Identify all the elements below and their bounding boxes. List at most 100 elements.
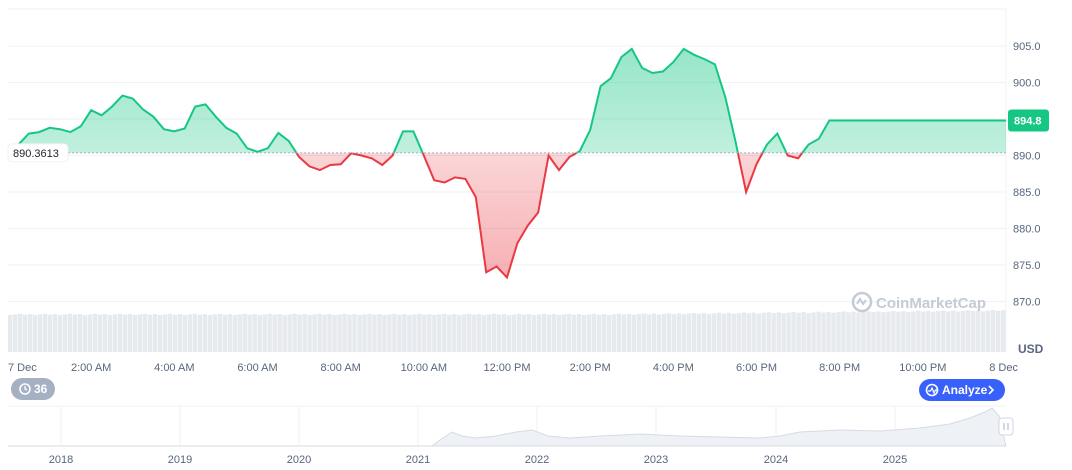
- analyze-button[interactable]: Analyze: [919, 379, 1005, 401]
- volume-bar: [736, 313, 741, 352]
- volume-bar: [536, 314, 542, 352]
- volume-bar: [17, 313, 23, 352]
- volume-bar: [417, 313, 422, 352]
- volume-bar: [312, 314, 317, 352]
- baseline-label: 890.3613: [7, 143, 69, 163]
- volume-bar: [981, 311, 986, 352]
- volume-bar: [392, 313, 397, 352]
- volume-bar: [307, 315, 312, 352]
- volume-bar: [931, 311, 936, 352]
- volume-bar: [936, 311, 941, 352]
- volume-bar: [671, 314, 677, 352]
- volume-bar: [297, 314, 302, 352]
- volume-bar: [711, 313, 716, 352]
- volume-bar: [132, 315, 138, 352]
- history-count: 36: [34, 382, 48, 396]
- volume-bar: [257, 315, 262, 352]
- volume-bar: [327, 314, 332, 352]
- volume-bar: [991, 309, 996, 352]
- analyze-button-background[interactable]: [919, 379, 1005, 401]
- volume-bar: [826, 311, 831, 352]
- navigator[interactable]: 2018 2019 2020 2021 2022 2023 2024 2025: [8, 405, 1014, 466]
- volume-bar: [646, 314, 652, 352]
- volume-bar: [322, 314, 327, 352]
- baseline-label-text: 890.3613: [13, 148, 59, 160]
- volume-bar: [187, 314, 193, 352]
- volume-bar: [192, 313, 198, 352]
- volume-bar: [122, 314, 128, 352]
- x-tick-label: 2:00 PM: [570, 362, 611, 374]
- volume-bar: [232, 315, 237, 352]
- navigator-year-label: 2023: [644, 454, 668, 466]
- volume-bar: [881, 312, 886, 352]
- volume-bar: [97, 314, 103, 352]
- volume-bar: [452, 314, 457, 352]
- volume-bar: [701, 313, 706, 352]
- volume-bar: [107, 315, 113, 352]
- x-tick-label: 6:00 AM: [237, 362, 277, 374]
- volume-bar: [761, 312, 766, 352]
- volume-bar: [332, 315, 337, 352]
- volume-bar: [626, 313, 632, 352]
- volume-bar: [362, 314, 367, 352]
- history-clock-hands: [24, 386, 28, 391]
- volume-bar: [706, 314, 711, 352]
- volume-bar: [387, 314, 392, 352]
- y-tick-label: 905.0: [1013, 41, 1041, 53]
- volume-bar: [696, 313, 702, 352]
- x-tick-label: 7 Dec: [8, 362, 37, 374]
- volume-bar: [222, 314, 227, 352]
- volume-bar: [821, 312, 826, 352]
- volume-bar: [492, 313, 497, 352]
- volume-bar: [67, 313, 73, 352]
- current-price-tag-text: 894.8: [1014, 115, 1042, 127]
- volume-bar: [801, 312, 806, 352]
- volume-bar: [596, 314, 602, 352]
- y-tick-label: 870.0: [1013, 297, 1041, 309]
- volume-bar: [756, 313, 761, 352]
- volume-bar: [771, 313, 776, 352]
- volume-bar: [586, 314, 592, 352]
- volume-bar: [112, 314, 118, 352]
- volume-bar: [152, 314, 158, 352]
- volume-bar: [636, 314, 642, 352]
- volume-bar: [921, 311, 926, 352]
- volume-bar: [661, 313, 667, 352]
- volume-bar: [726, 312, 731, 352]
- history-badge[interactable]: 36: [11, 378, 55, 400]
- volume-bar: [891, 310, 896, 352]
- volume-bar: [337, 314, 342, 352]
- volume-bar: [876, 311, 881, 352]
- navigator-year-label: 2020: [287, 454, 311, 466]
- history-badge-background[interactable]: [11, 378, 55, 400]
- volume-bar: [8, 315, 13, 352]
- volume-bar: [407, 315, 412, 352]
- volume-bar: [427, 314, 432, 352]
- volume-bar: [816, 311, 821, 352]
- analyze-icon-pulse: [928, 386, 937, 395]
- navigator-year-label: 2018: [49, 454, 73, 466]
- volume-bar: [172, 314, 178, 352]
- volume-bar: [137, 314, 143, 352]
- navigator-handle[interactable]: [998, 417, 1014, 436]
- volume-bar: [631, 314, 637, 352]
- volume-bar: [282, 315, 287, 352]
- volume-bar: [676, 313, 682, 352]
- x-tick-label: 10:00 PM: [899, 362, 946, 374]
- volume-bar: [606, 315, 612, 352]
- volume-bar: [157, 315, 163, 352]
- volume-bar: [666, 313, 672, 352]
- volume-bar: [77, 314, 83, 352]
- volume-bar: [397, 314, 402, 352]
- volume-bar: [127, 314, 133, 352]
- volume-bar: [651, 313, 657, 352]
- volume-bar: [556, 315, 562, 352]
- volume-bar: [22, 314, 28, 352]
- volume-bar: [482, 315, 487, 352]
- x-tick-label: 4:00 AM: [154, 362, 194, 374]
- volume-bar: [272, 314, 277, 352]
- volume-bar: [467, 313, 472, 352]
- volume-bar: [317, 313, 322, 352]
- volume-bar: [202, 314, 207, 352]
- navigator-handle-body[interactable]: [998, 417, 1014, 436]
